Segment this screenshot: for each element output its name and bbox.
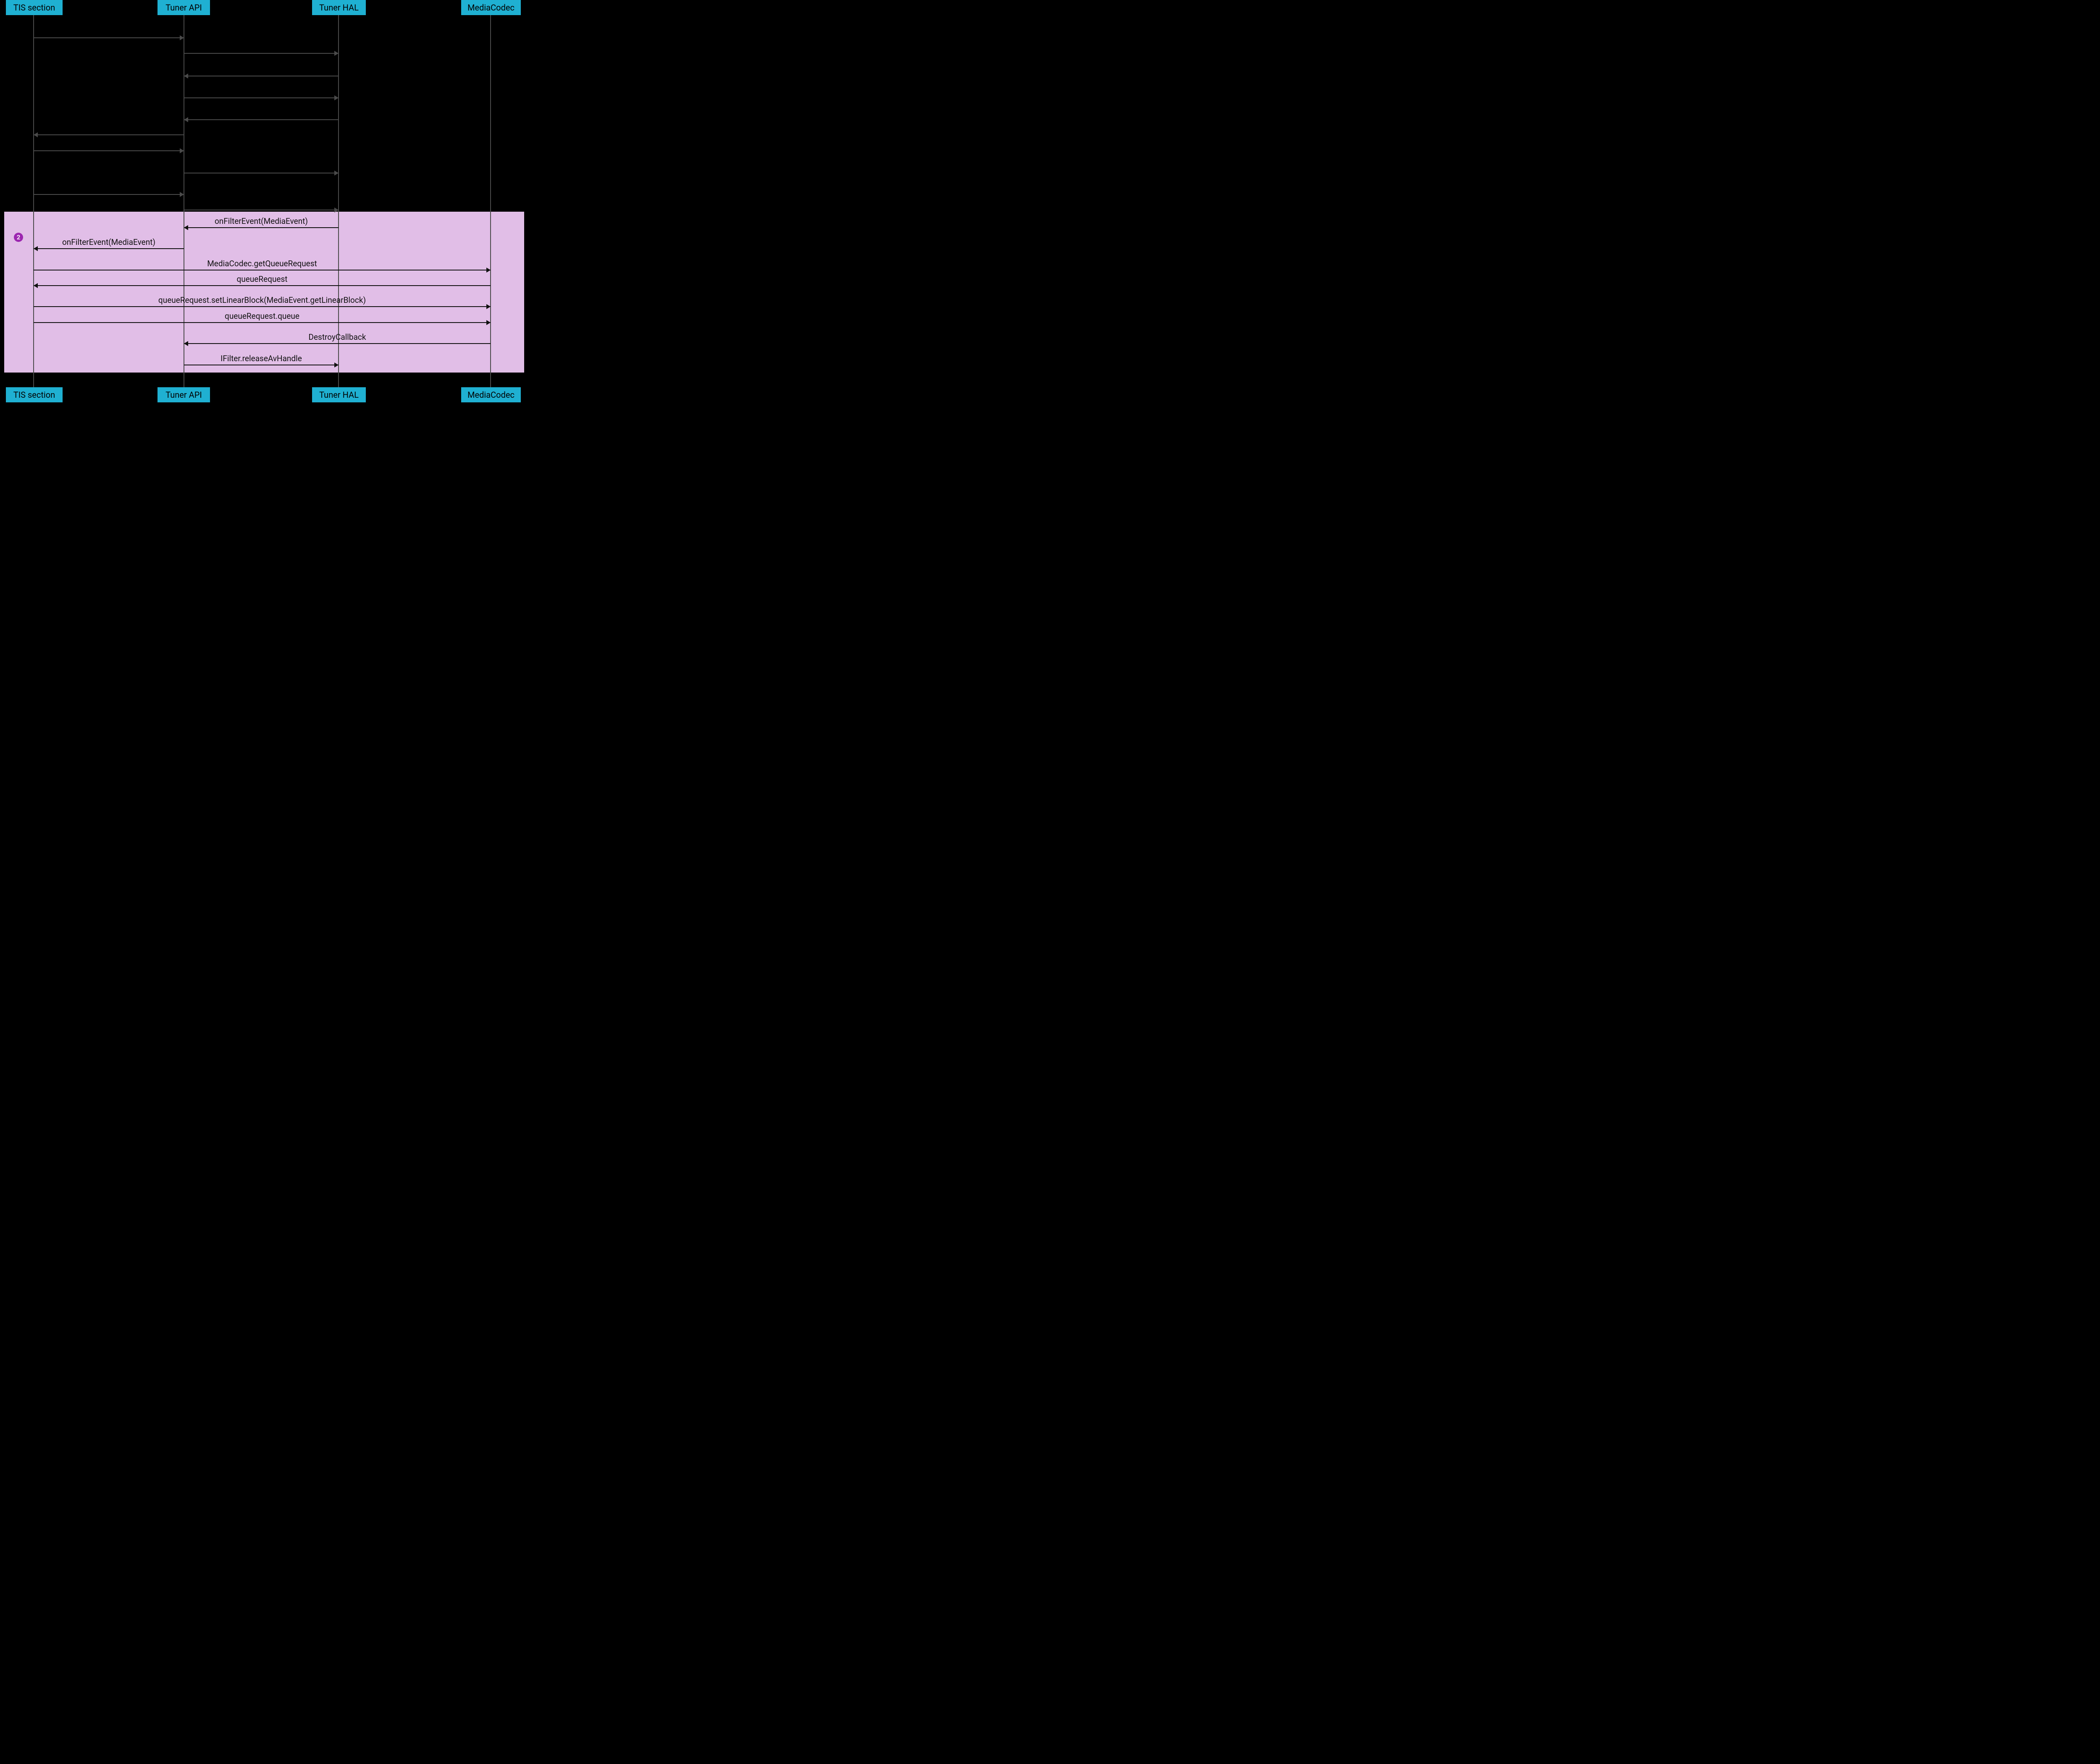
message-arrowhead (486, 268, 491, 273)
message-arrowhead (184, 117, 188, 122)
message-arrowhead (334, 207, 339, 213)
message-line (34, 248, 184, 249)
message-label: IFilter.releaseAvHandle (220, 354, 302, 363)
message-line (34, 322, 491, 323)
message-arrowhead (486, 304, 491, 309)
message-line (184, 97, 339, 98)
message-line (184, 53, 339, 54)
message-arrowhead (334, 51, 339, 56)
message-arrowhead (334, 95, 339, 100)
message-arrowhead (180, 35, 184, 40)
message-label: MediaCodec.getQueueRequest (207, 259, 317, 268)
message-line (184, 227, 339, 228)
message-arrowhead (34, 246, 38, 251)
message-line (34, 37, 184, 38)
actor-api-bottom: Tuner API (158, 387, 210, 402)
highlight-region (4, 212, 524, 373)
actor-mc-top: MediaCodec (461, 0, 521, 15)
message-arrowhead (334, 362, 339, 368)
lifeline-tis (33, 15, 34, 387)
step-badge: 2 (14, 233, 23, 242)
message-arrowhead (180, 192, 184, 197)
message-arrowhead (486, 320, 491, 325)
message-label: onFilterEvent(MediaEvent) (62, 237, 155, 247)
message-line (34, 134, 184, 135)
actor-mc-bottom: MediaCodec (461, 387, 521, 402)
actor-api-top: Tuner API (158, 0, 210, 15)
message-label: queueRequest.setLinearBlock(MediaEvent.g… (158, 295, 366, 305)
message-line (184, 119, 339, 120)
actor-tis-top: TIS section (6, 0, 63, 15)
actor-tis-bottom: TIS section (6, 387, 63, 402)
message-label: queueRequest (236, 274, 287, 284)
message-line (34, 306, 491, 307)
message-line (34, 150, 184, 151)
lifeline-hal (338, 15, 339, 387)
message-line (184, 343, 491, 344)
message-arrowhead (184, 225, 188, 230)
message-arrowhead (34, 283, 38, 288)
message-arrowhead (184, 341, 188, 346)
message-label: onFilterEvent(MediaEvent) (215, 216, 308, 226)
actor-hal-bottom: Tuner HAL (312, 387, 366, 402)
message-arrowhead (184, 74, 188, 79)
message-arrowhead (180, 148, 184, 153)
message-line (34, 194, 184, 195)
lifeline-mc (490, 15, 491, 387)
message-arrowhead (334, 171, 339, 176)
message-label: queueRequest.queue (225, 311, 299, 321)
message-arrowhead (34, 132, 38, 137)
message-label: DestroyCallback (308, 332, 366, 342)
message-line (34, 285, 491, 286)
actor-hal-top: Tuner HAL (312, 0, 366, 15)
